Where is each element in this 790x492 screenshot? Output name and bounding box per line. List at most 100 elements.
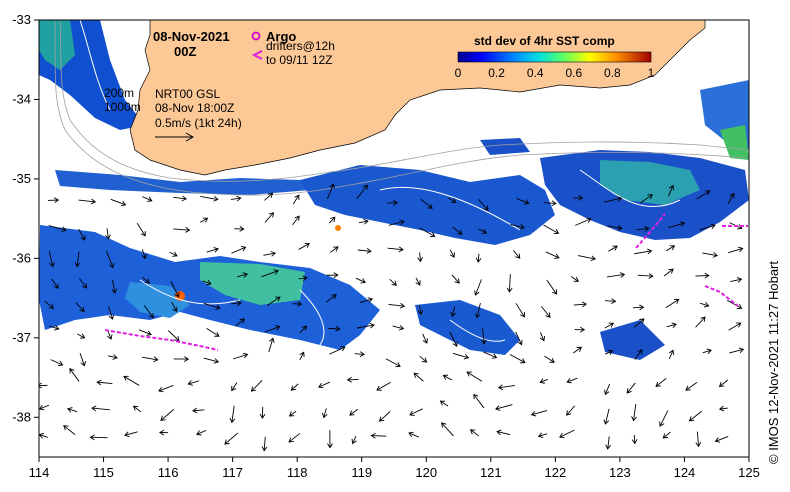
current-arrow — [264, 325, 281, 333]
current-arrow — [355, 277, 366, 284]
current-arrow — [605, 436, 611, 450]
current-arrow — [132, 405, 142, 413]
lon-tick-label: 114 — [29, 465, 50, 480]
current-arrow — [141, 276, 150, 284]
argo-label: Argo — [266, 29, 296, 44]
current-arrow — [298, 242, 311, 250]
current-arrow — [250, 380, 263, 392]
current-arrow — [49, 325, 60, 331]
current-arrow — [702, 348, 712, 355]
lat-tick-label: -38 — [12, 409, 31, 424]
current-arrow — [537, 432, 548, 439]
current-arrow — [539, 378, 548, 384]
current-arrow — [607, 225, 623, 231]
current-arrow — [322, 408, 328, 419]
current-arrow — [515, 303, 525, 318]
colorbar: std dev of 4hr SST comp 0 0.2 0.4 0.6 0.8 1 — [455, 34, 655, 80]
drifter-label-1: drifters@12h — [266, 39, 335, 53]
current-arrow — [543, 200, 557, 207]
current-arrow — [539, 332, 546, 342]
current-arrow — [388, 219, 405, 226]
current-arrow — [357, 248, 372, 254]
current-arrow — [668, 184, 675, 197]
current-arrow — [376, 381, 391, 391]
current-arrow — [292, 194, 300, 205]
current-arrow — [51, 278, 59, 289]
current-arrow — [447, 197, 457, 203]
current-arrow — [631, 404, 637, 422]
contour-label-1000m: 1000m — [104, 100, 141, 114]
current-arrow — [231, 246, 247, 254]
current-arrow — [665, 298, 680, 308]
current-arrow — [387, 246, 404, 253]
current-arrow — [206, 328, 220, 337]
current-arrow — [573, 301, 588, 308]
current-arrow — [264, 212, 275, 223]
current-arrow — [695, 272, 710, 279]
current-arrow — [466, 371, 483, 382]
current-arrow — [659, 410, 669, 427]
current-arrow — [354, 351, 365, 357]
current-arrow — [169, 251, 178, 257]
current-arrow — [441, 422, 454, 437]
current-arrow — [469, 429, 480, 437]
current-arrow — [451, 274, 460, 284]
current-arrow — [173, 195, 187, 202]
current-arrow — [475, 253, 482, 263]
current-arrow — [48, 251, 55, 268]
current-arrow — [39, 404, 50, 411]
current-arrow — [417, 252, 424, 263]
current-arrow — [718, 405, 728, 412]
current-arrow — [268, 337, 275, 353]
current-arrow — [637, 273, 654, 279]
current-arrow — [604, 383, 611, 396]
current-arrow — [573, 346, 583, 354]
current-arrow — [439, 400, 449, 407]
current-arrow — [107, 330, 113, 340]
lon-tick-label: 124 — [674, 465, 696, 480]
map-date: 08-Nov-2021 — [153, 29, 230, 44]
current-arrow — [640, 194, 653, 204]
current-arrow — [370, 432, 387, 439]
current-arrow — [662, 431, 671, 439]
colorbar-tick-label: 0.2 — [488, 66, 505, 80]
currents-product: NRT00 GSL — [155, 87, 220, 101]
current-arrow — [96, 379, 113, 386]
current-arrow — [77, 333, 86, 339]
current-arrow — [160, 409, 174, 421]
current-arrow — [545, 251, 560, 259]
current-arrow — [685, 381, 698, 391]
current-arrow — [108, 306, 115, 320]
currents-datetime: 08-Nov 18:00Z — [155, 101, 234, 115]
current-arrow — [170, 281, 180, 298]
colorbar-tick-label: 0.6 — [565, 66, 582, 80]
current-arrow — [388, 302, 406, 309]
current-arrow — [449, 331, 458, 347]
current-arrow — [203, 357, 220, 364]
colorbar-tick-label: 0 — [455, 66, 462, 80]
current-arrow — [328, 325, 341, 332]
current-arrow — [633, 304, 645, 311]
current-arrow — [327, 430, 333, 449]
current-arrow — [605, 298, 617, 304]
current-arrow — [357, 322, 375, 329]
current-arrow — [483, 351, 498, 359]
current-arrow — [608, 245, 618, 252]
current-arrow — [91, 405, 110, 412]
current-arrow — [730, 277, 743, 283]
current-arrow — [233, 352, 249, 360]
current-arrow — [409, 408, 423, 416]
current-arrow — [718, 379, 729, 387]
current-arrow — [235, 318, 245, 327]
current-arrow — [124, 431, 138, 438]
current-arrow — [655, 378, 667, 387]
current-arrow — [105, 250, 115, 269]
current-arrow — [229, 405, 236, 424]
current-arrow — [450, 306, 457, 318]
current-arrow — [236, 272, 249, 278]
current-arrow — [346, 376, 359, 383]
current-arrow — [515, 331, 523, 346]
current-arrow — [606, 272, 626, 278]
current-arrow — [79, 278, 88, 289]
